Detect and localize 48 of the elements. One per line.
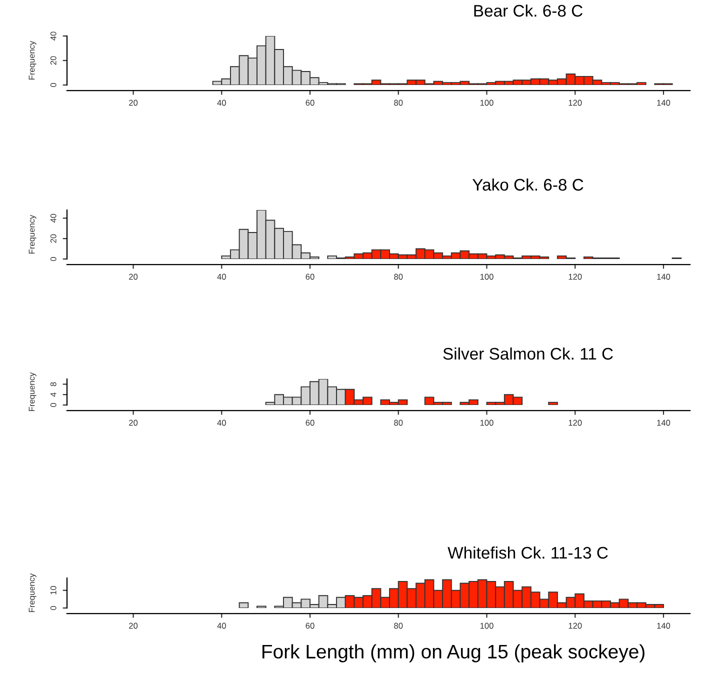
x-tick-label: 120 xyxy=(568,420,582,426)
x-tick-label: 20 xyxy=(129,274,138,280)
chart-title: Silver Salmon Ck. 11 C xyxy=(443,347,613,360)
chart-title: Yako Ck. 6-8 C xyxy=(472,178,584,191)
x-tick-label: 80 xyxy=(394,274,403,280)
y-tick-label: 40 xyxy=(50,214,56,223)
y-axis-title: Frequency xyxy=(28,573,36,612)
y-tick-label: 0 xyxy=(50,606,56,610)
x-tick-label: 120 xyxy=(568,622,582,629)
x-tick-label: 120 xyxy=(568,274,582,280)
x-tick-label: 120 xyxy=(568,100,582,106)
y-axis-title: Frequency xyxy=(28,214,36,254)
x-tick-label: 100 xyxy=(480,274,494,280)
x-tick-label: 140 xyxy=(657,622,670,629)
x-tick-label: 40 xyxy=(217,420,226,426)
x-tick-label: 100 xyxy=(480,622,494,629)
y-tick-label: 20 xyxy=(50,234,56,243)
y-tick-label: 4 xyxy=(50,392,56,397)
chart-title: Whitefish Ck. 11-13 C xyxy=(448,546,608,559)
x-tick-label: 60 xyxy=(306,420,314,426)
x-tick-label: 20 xyxy=(129,420,138,426)
x-tick-label: 80 xyxy=(394,420,403,426)
x-tick-label: 140 xyxy=(657,100,670,106)
y-tick-label: 10 xyxy=(50,586,56,594)
y-tick-label: 20 xyxy=(50,56,56,65)
y-tick-label: 0 xyxy=(50,257,56,261)
x-tick-label: 80 xyxy=(394,100,403,106)
x-axis-title: Fork Length (mm) on Aug 15 (peak sockeye) xyxy=(262,644,644,662)
x-tick-label: 140 xyxy=(657,274,670,280)
x-tick-label: 60 xyxy=(306,274,314,280)
x-tick-label: 20 xyxy=(129,622,138,629)
y-axis-title: Frequency xyxy=(28,372,36,411)
x-tick-label: 100 xyxy=(480,420,494,426)
y-tick-label: 0 xyxy=(50,83,56,87)
x-tick-label: 60 xyxy=(306,100,314,106)
y-tick-label: 40 xyxy=(50,32,56,40)
x-tick-label: 100 xyxy=(480,100,494,106)
chart-title: Bear Ck. 6-8 C xyxy=(474,4,582,17)
y-tick-label: 0 xyxy=(50,403,56,407)
x-tick-label: 80 xyxy=(394,622,403,629)
y-axis-title: Frequency xyxy=(28,40,36,80)
x-tick-label: 40 xyxy=(217,100,226,106)
x-tick-label: 40 xyxy=(217,622,226,629)
y-tick-label: 8 xyxy=(50,382,56,386)
x-tick-label: 140 xyxy=(657,420,670,426)
x-tick-label: 60 xyxy=(306,622,314,629)
x-tick-label: 20 xyxy=(129,100,138,106)
x-tick-label: 40 xyxy=(217,274,226,280)
